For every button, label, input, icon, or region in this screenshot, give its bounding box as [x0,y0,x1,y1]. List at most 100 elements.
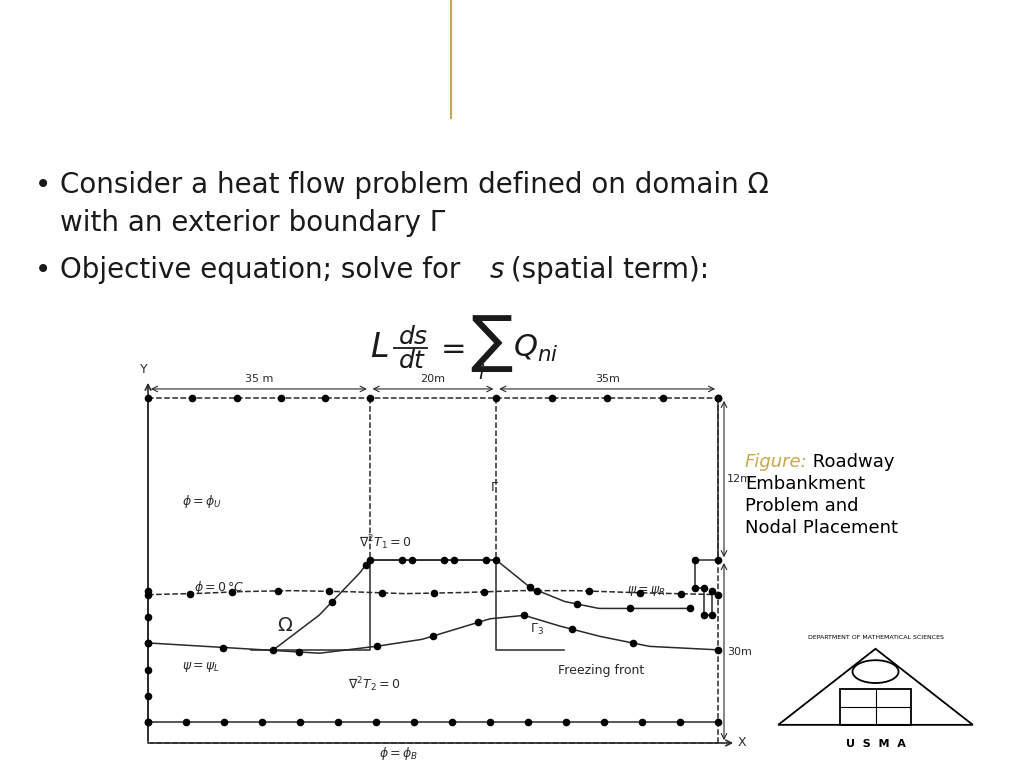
Text: Freezing front: Freezing front [558,664,645,677]
Point [445,554,462,566]
Point [568,598,585,610]
Text: DEPARTMENT OF MATHEMATICAL SCIENCES: DEPARTMENT OF MATHEMATICAL SCIENCES [808,635,943,640]
Point [321,585,337,598]
Text: Embankment: Embankment [745,475,865,493]
Point [528,584,545,597]
Point [317,392,334,404]
Text: $ds$: $ds$ [398,325,428,349]
Point [140,637,157,650]
Text: Figure:: Figure: [745,453,808,471]
Text: UNITED STATES MILITARY ACADEMY: UNITED STATES MILITARY ACADEMY [133,25,317,35]
Point [443,716,460,728]
Point [695,581,712,594]
Point [361,392,378,404]
Point [292,716,308,728]
Point [488,392,505,404]
Point [710,554,726,566]
Point [140,588,157,601]
Text: $\Omega$: $\Omega$ [276,616,293,635]
Point [403,554,420,566]
Point [622,602,638,614]
Text: Problem and: Problem and [745,497,858,515]
Text: $\phi = \phi_U$: $\phi = \phi_U$ [182,493,222,510]
Text: Nodal Placement: Nodal Placement [745,519,898,537]
Point [140,690,157,702]
Point [710,588,726,601]
Text: 35m: 35m [595,374,620,384]
Point [324,596,340,608]
Text: 35 m: 35 m [245,374,273,384]
Point [357,559,374,571]
Point [625,637,641,649]
Point [272,392,289,404]
Point [520,716,537,728]
Point [181,588,198,600]
Text: $Q_{ni}$: $Q_{ni}$ [513,333,558,363]
Point [581,585,597,598]
Text: $\Gamma_3$: $\Gamma_3$ [529,621,544,637]
Text: WEST POINT.: WEST POINT. [124,71,327,96]
Point [178,716,195,728]
Point [393,554,410,566]
Point [515,609,531,621]
Point [140,716,157,728]
Point [254,716,270,728]
Point [265,644,282,656]
Point [330,716,346,728]
Point [369,641,385,653]
Text: 20m: 20m [421,374,445,384]
Point [672,716,688,728]
Text: $\psi = \psi_R$: $\psi = \psi_R$ [627,584,666,598]
Point [632,587,648,599]
Point [682,602,698,614]
Point [216,716,232,728]
Point [291,646,307,658]
Point [705,584,721,597]
Point [710,644,726,656]
Point [558,716,574,728]
Text: X: X [738,737,746,750]
Text: •: • [35,256,51,284]
Text: (spatial term):: (spatial term): [502,256,710,284]
Point [654,392,671,404]
Point [435,554,452,566]
Point [710,392,726,404]
Point [477,554,494,566]
Point [215,641,231,654]
Point [223,586,240,598]
Text: U  S  M  A: U S M A [846,739,905,749]
Point [596,716,612,728]
Point [482,716,499,728]
Point [140,392,157,404]
Text: $\phi = 0\,°C$: $\phi = 0\,°C$ [194,579,244,596]
Text: •: • [35,171,51,199]
Text: $L$: $L$ [370,332,388,365]
Point [476,586,493,598]
Point [599,392,615,404]
Point [425,630,441,642]
Point [406,716,422,728]
Point [270,584,287,597]
Point [564,623,581,635]
Text: Consider a heat flow problem defined on domain Ω: Consider a heat flow problem defined on … [60,171,769,199]
Point [705,609,721,621]
Point [140,716,157,728]
Point [687,554,703,566]
Text: $dt$: $dt$ [398,349,426,373]
Text: $\Gamma$: $\Gamma$ [490,482,499,494]
Text: $\phi = \phi_B$: $\phi = \phi_B$ [379,744,419,762]
Text: s: s [490,256,505,284]
Point [140,664,157,676]
Point [710,716,726,728]
Point [687,581,703,594]
Point [695,609,712,621]
Point [470,616,486,628]
Text: $\nabla^2 T_2 = 0$: $\nabla^2 T_2 = 0$ [347,675,400,694]
Text: with an exterior boundary Γ: with an exterior boundary Γ [60,209,445,237]
Bar [840,690,911,725]
Point [361,554,378,566]
Point [184,392,201,404]
Text: $i$: $i$ [478,365,485,383]
Text: Y: Y [140,363,147,376]
Text: 12m: 12m [727,474,752,484]
